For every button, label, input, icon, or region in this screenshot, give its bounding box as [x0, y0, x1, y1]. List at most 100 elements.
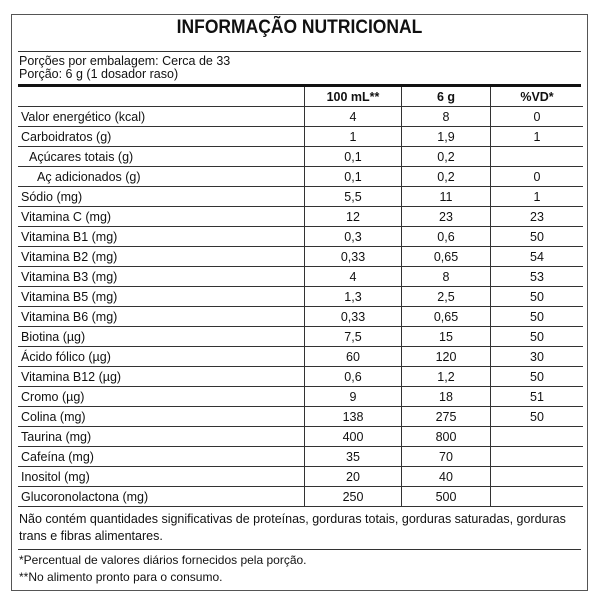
value-cell: 0,33 [304, 246, 402, 267]
nutrient-name: Aç adicionados (g) [18, 166, 305, 187]
value-cell: 50 [490, 226, 583, 247]
value-cell: 20 [304, 466, 402, 487]
nutrient-name: Biotina (µg) [18, 326, 305, 347]
value-cell: 35 [304, 446, 402, 467]
value-cell: 4 [304, 266, 402, 287]
value-cell: 50 [490, 406, 583, 427]
nutrient-name: Vitamina B6 (mg) [18, 306, 305, 327]
table-row: Valor energético (kcal) 4 8 0 [18, 106, 583, 127]
nutrient-name: Valor energético (kcal) [18, 106, 305, 127]
value-cell: 12 [304, 206, 402, 227]
table-row: Taurina (mg) 400 800 [18, 426, 583, 447]
nutrient-name: Glucoronolactona (mg) [18, 486, 305, 507]
thick-divider [18, 84, 581, 87]
value-cell: 100 mL** [304, 87, 402, 107]
table-row: Cafeína (mg) 35 70 [18, 446, 583, 467]
value-cell: 23 [401, 206, 491, 227]
table-row: Vitamina B2 (mg) 0,33 0,65 54 [18, 246, 583, 267]
nutrient-name: Ácido fólico (µg) [18, 346, 305, 367]
value-cell: 1 [304, 126, 402, 147]
table-row: Aç adicionados (g) 0,1 0,2 0 [18, 166, 583, 187]
table-row: Biotina (µg) 7,5 15 50 [18, 326, 583, 347]
table-row: Colina (mg) 138 275 50 [18, 406, 583, 427]
nutrient-name: Taurina (mg) [18, 426, 305, 447]
value-cell: 11 [401, 186, 491, 207]
value-cell: 60 [304, 346, 402, 367]
portions-per-package: Porções por embalagem: Cerca de 33 [19, 54, 231, 68]
nutrition-table: 100 mL** 6 g %VD* Valor energético (kcal) 4 8… [18, 87, 583, 507]
value-cell: %VD* [490, 87, 583, 107]
footnote: **No alimento pronto para o consumo. [19, 570, 223, 584]
divider [18, 51, 581, 52]
value-cell: 40 [401, 466, 491, 487]
table-row: Vitamina B5 (mg) 1,3 2,5 50 [18, 286, 583, 307]
value-cell [490, 146, 583, 167]
value-cell: 51 [490, 386, 583, 407]
nutrient-name: Carboidratos (g) [18, 126, 305, 147]
table-row: Vitamina B1 (mg) 0,3 0,6 50 [18, 226, 583, 247]
value-cell: 50 [490, 286, 583, 307]
nutrient-name: Colina (mg) [18, 406, 305, 427]
value-cell: 0,3 [304, 226, 402, 247]
value-cell: 0,1 [304, 146, 402, 167]
table-row: Cromo (µg) 9 18 51 [18, 386, 583, 407]
value-cell: 800 [401, 426, 491, 447]
footnote: *Percentual de valores diários fornecido… [19, 553, 307, 567]
value-cell: 120 [401, 346, 491, 367]
value-cell [490, 446, 583, 467]
value-cell: 0,2 [401, 146, 491, 167]
value-cell: 50 [490, 326, 583, 347]
table-row: Vitamina B3 (mg) 4 8 53 [18, 266, 583, 287]
value-cell: 7,5 [304, 326, 402, 347]
value-cell: 138 [304, 406, 402, 427]
nutrient-name: Vitamina B3 (mg) [18, 266, 305, 287]
table-row: Carboidratos (g) 1 1,9 1 [18, 126, 583, 147]
header-row: 100 mL** 6 g %VD* [18, 87, 583, 107]
table-row: Açúcares totais (g) 0,1 0,2 [18, 146, 583, 167]
value-cell: 0 [490, 166, 583, 187]
value-cell: 0 [490, 106, 583, 127]
table-row: Vitamina C (mg) 12 23 23 [18, 206, 583, 227]
value-cell: 400 [304, 426, 402, 447]
nutrient-name: Cromo (µg) [18, 386, 305, 407]
value-cell: 18 [401, 386, 491, 407]
table-row: Ácido fólico (µg) 60 120 30 [18, 346, 583, 367]
nutrient-name: Inositol (mg) [18, 466, 305, 487]
table-row: Inositol (mg) 20 40 [18, 466, 583, 487]
nutrient-name: Vitamina B12 (µg) [18, 366, 305, 387]
footnotes: *Percentual de valores diários fornecido… [19, 552, 307, 586]
value-cell: 0,65 [401, 246, 491, 267]
divider [18, 549, 581, 550]
nutrient-name: Vitamina C (mg) [18, 206, 305, 227]
value-cell: 0,1 [304, 166, 402, 187]
value-cell: 8 [401, 106, 491, 127]
value-cell: 9 [304, 386, 402, 407]
value-cell: 50 [490, 306, 583, 327]
table-row: Vitamina B6 (mg) 0,33 0,65 50 [18, 306, 583, 327]
value-cell: 70 [401, 446, 491, 467]
value-cell: 6 g [401, 87, 491, 107]
value-cell: 0,6 [401, 226, 491, 247]
value-cell: 0,33 [304, 306, 402, 327]
value-cell [490, 466, 583, 487]
value-cell: 0,6 [304, 366, 402, 387]
nutrient-name: Vitamina B1 (mg) [18, 226, 305, 247]
value-cell: 54 [490, 246, 583, 267]
value-cell: 1 [490, 126, 583, 147]
label-title: INFORMAÇÃO NUTRICIONAL [176, 17, 423, 38]
value-cell: 5,5 [304, 186, 402, 207]
nutrient-name: Cafeína (mg) [18, 446, 305, 467]
value-cell [490, 486, 583, 507]
value-cell: 250 [304, 486, 402, 507]
value-cell: 275 [401, 406, 491, 427]
nutrient-name: Vitamina B2 (mg) [18, 246, 305, 267]
value-cell: 50 [490, 366, 583, 387]
portion-info: Porções por embalagem: Cerca de 33 Porçã… [19, 55, 230, 80]
value-cell [490, 426, 583, 447]
table-row: Vitamina B12 (µg) 0,6 1,2 50 [18, 366, 583, 387]
value-cell: 23 [490, 206, 583, 227]
value-cell: 15 [401, 326, 491, 347]
note: Não contém quantidades significativas de… [19, 512, 566, 543]
nutrient-name: Vitamina B5 (mg) [18, 286, 305, 307]
value-cell: 1,9 [401, 126, 491, 147]
